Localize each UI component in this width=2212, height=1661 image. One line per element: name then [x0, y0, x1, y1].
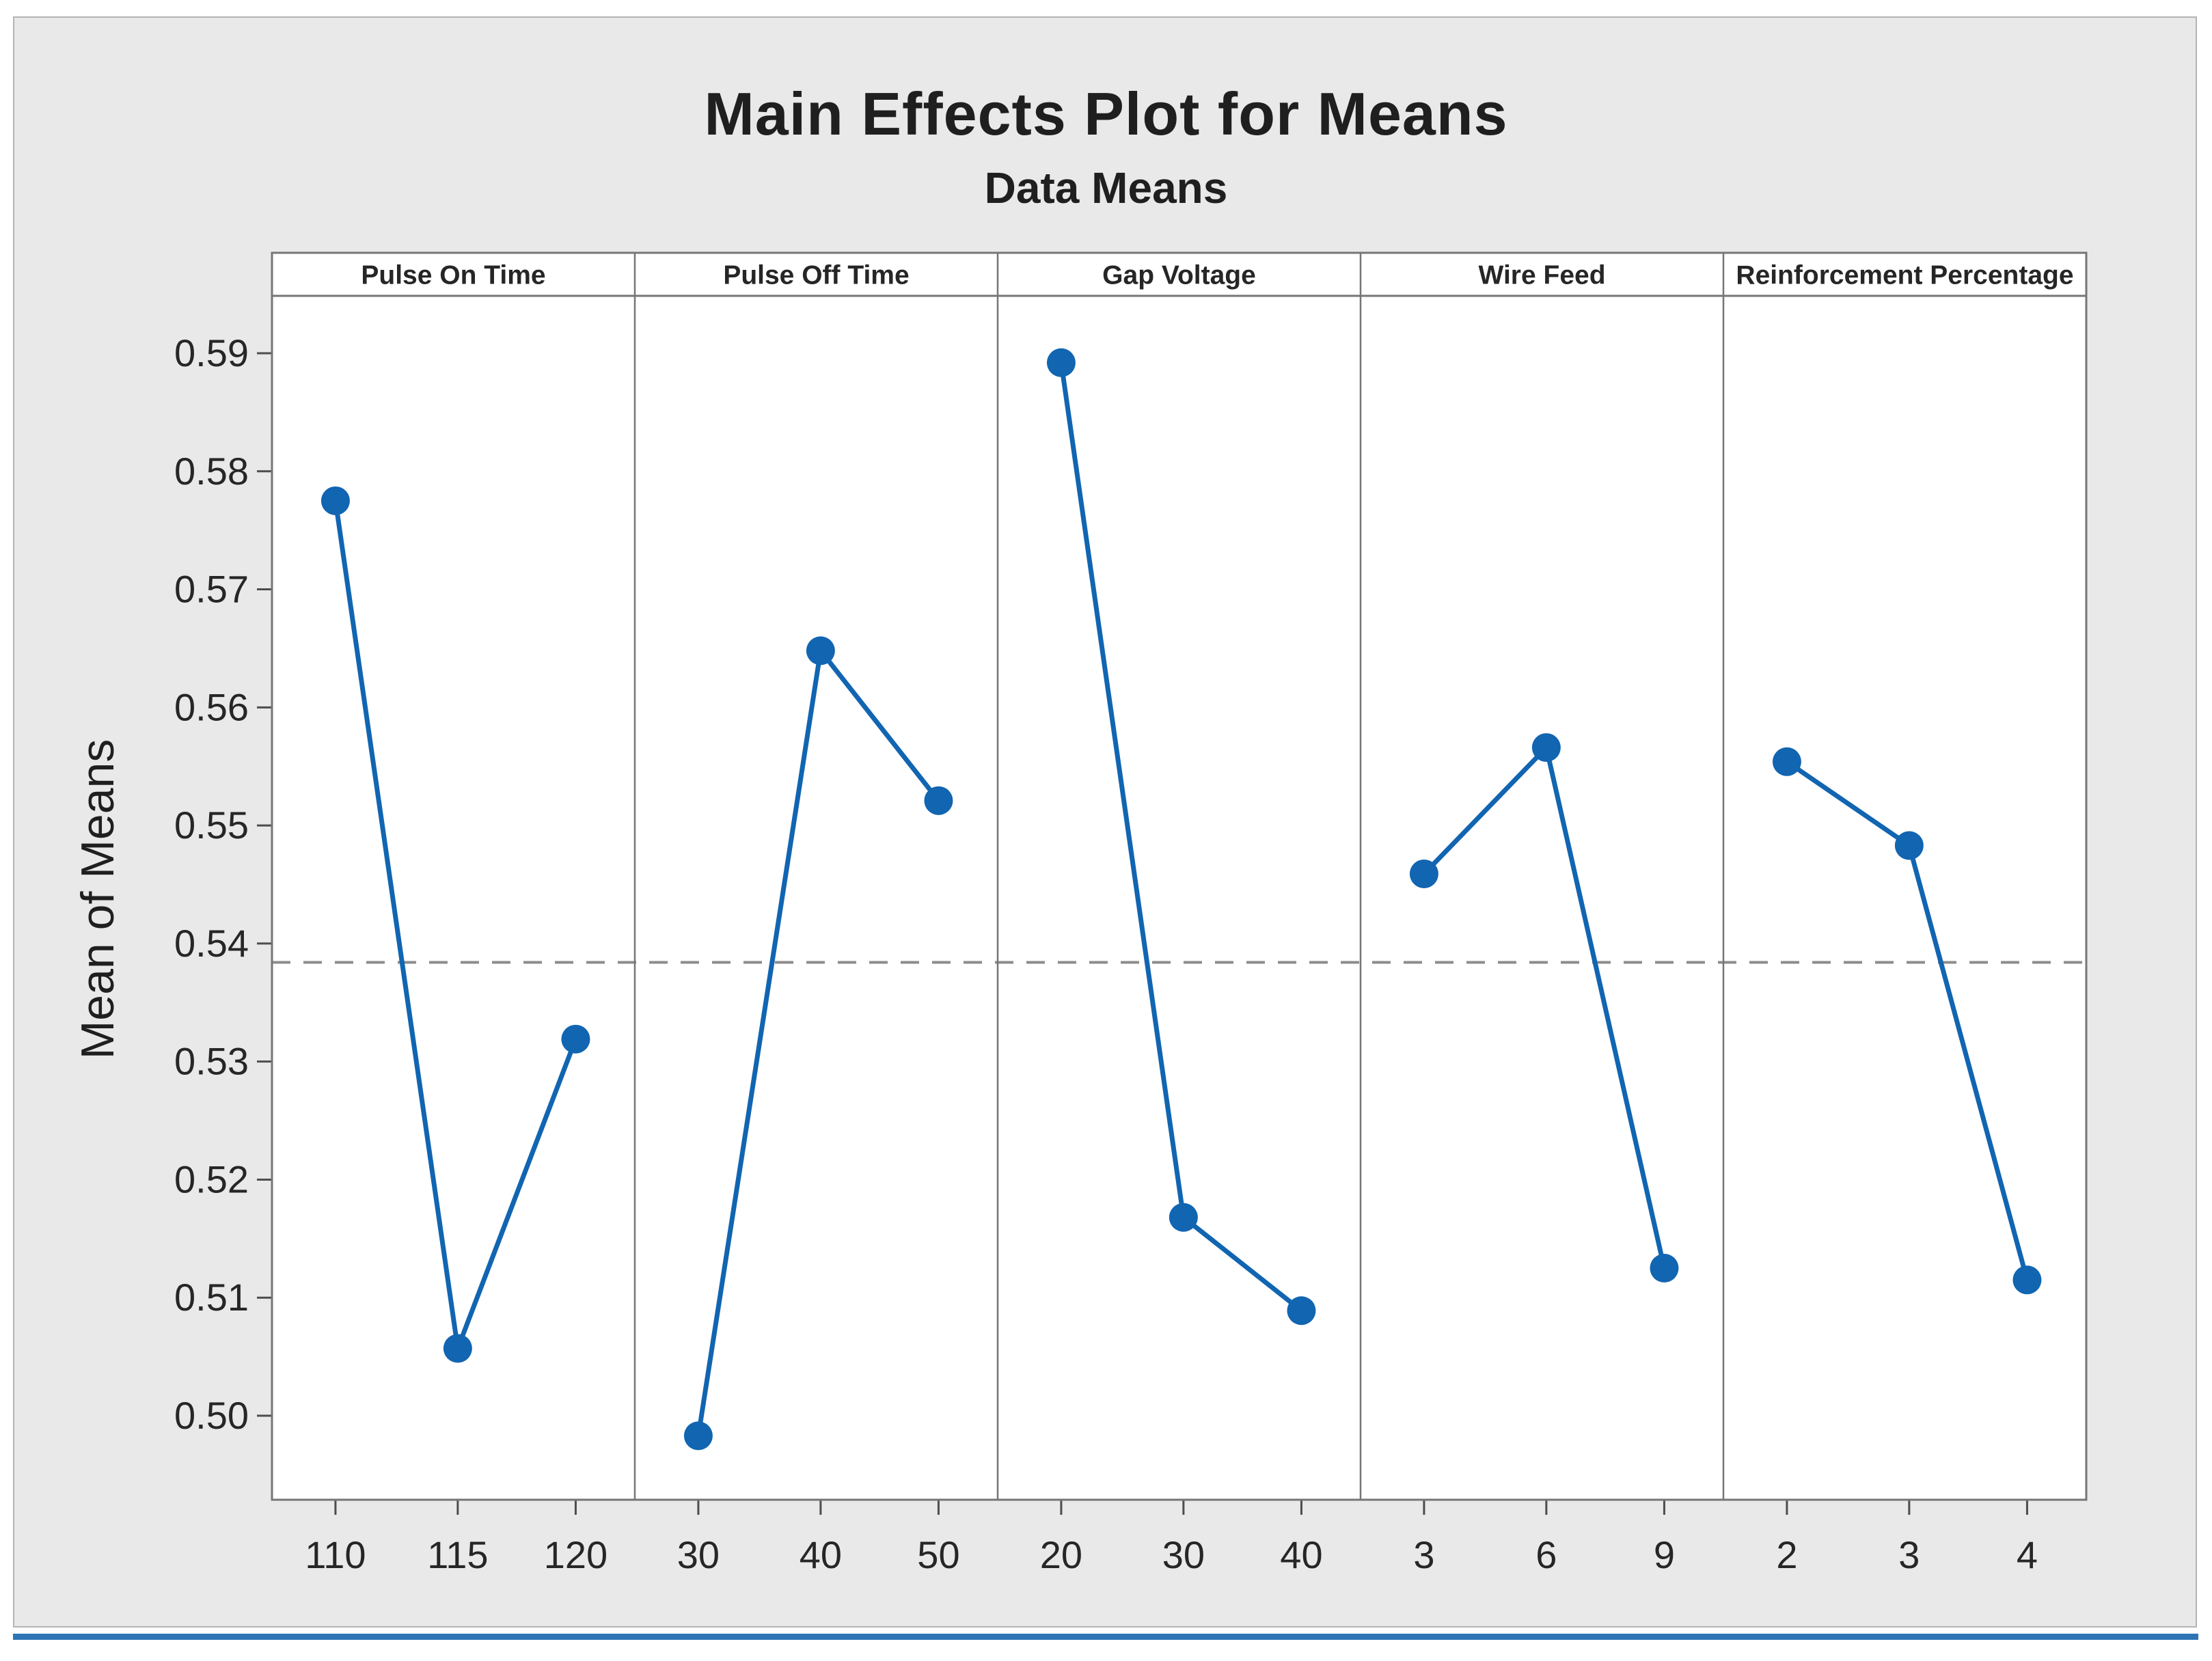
panel-header-label: Pulse On Time [361, 261, 545, 290]
data-point-marker [2012, 1265, 2042, 1295]
data-point-marker [1046, 348, 1076, 377]
x-tick-label: 30 [1162, 1533, 1205, 1576]
panel-header-band [272, 253, 2086, 296]
data-point-marker [1409, 859, 1438, 888]
window-bottom-accent-bar [13, 1634, 2198, 1640]
chart-title: Main Effects Plot for Means [704, 80, 1508, 148]
x-tick-label: 120 [544, 1533, 607, 1576]
panel-header-label: Reinforcement Percentage [1736, 261, 2073, 290]
x-tick-label: 2 [1776, 1533, 1797, 1576]
panel-header-label: Gap Voltage [1102, 261, 1256, 290]
y-tick-label: 0.59 [174, 331, 249, 374]
data-point-marker [320, 486, 350, 515]
data-point-marker [1169, 1203, 1198, 1232]
plot-area [272, 296, 2086, 1500]
data-point-marker [1650, 1254, 1679, 1283]
x-tick-label: 40 [800, 1533, 842, 1576]
y-tick-label: 0.53 [174, 1040, 249, 1083]
y-tick-label: 0.54 [174, 922, 249, 965]
y-tick-label: 0.55 [174, 804, 249, 847]
x-tick-label: 3 [1413, 1533, 1434, 1576]
x-tick-label: 110 [305, 1533, 366, 1576]
x-tick-label: 9 [1654, 1533, 1675, 1576]
data-point-marker [806, 636, 835, 665]
x-tick-label: 30 [677, 1533, 720, 1576]
y-tick-label: 0.57 [174, 568, 249, 611]
data-point-marker [561, 1024, 590, 1054]
data-point-marker [683, 1421, 713, 1451]
y-tick-label: 0.50 [174, 1394, 249, 1437]
data-point-marker [1287, 1296, 1316, 1326]
x-tick-label: 6 [1535, 1533, 1557, 1576]
x-tick-label: 4 [2017, 1533, 2038, 1576]
x-tick-label: 20 [1040, 1533, 1082, 1576]
panel-header-label: Wire Feed [1478, 261, 1605, 290]
x-tick-label: 40 [1280, 1533, 1322, 1576]
y-tick-label: 0.58 [174, 450, 249, 493]
data-point-marker [924, 786, 953, 815]
data-point-marker [1894, 831, 1924, 860]
y-tick-label: 0.52 [174, 1157, 249, 1200]
data-point-marker [1531, 733, 1561, 763]
x-tick-label: 50 [917, 1533, 959, 1576]
y-tick-label: 0.51 [174, 1276, 249, 1319]
panel-header-label: Pulse Off Time [723, 261, 909, 290]
data-point-marker [1772, 747, 1801, 776]
y-tick-label: 0.56 [174, 685, 249, 728]
plot-border [271, 294, 2088, 1501]
x-tick-label: 115 [427, 1533, 488, 1576]
chart-subtitle: Data Means [984, 163, 1228, 212]
x-tick-label: 3 [1898, 1533, 1920, 1576]
data-point-marker [443, 1334, 472, 1363]
